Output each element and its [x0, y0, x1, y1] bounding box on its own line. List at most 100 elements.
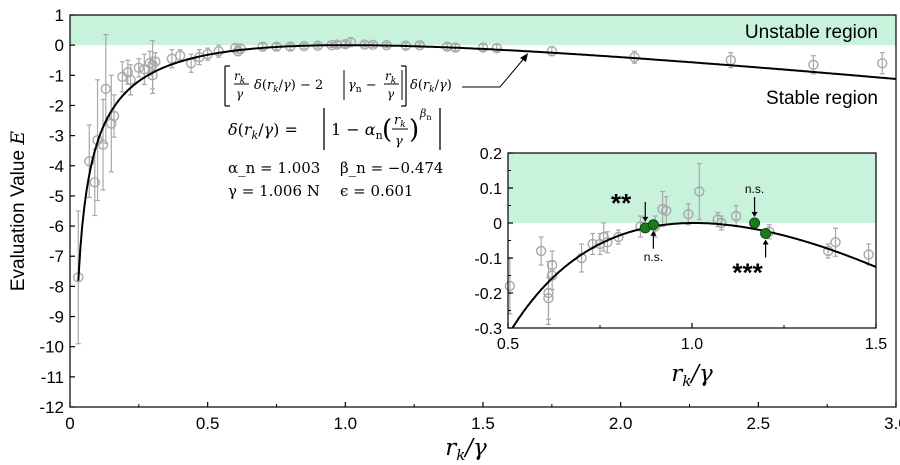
highlighted-point [760, 228, 772, 239]
x-tick-label: 1.5 [471, 414, 495, 433]
data-point [150, 56, 161, 67]
data-point [661, 205, 672, 216]
data-point [213, 45, 224, 57]
curve-equation: rk γ δ(rk/γ) − 2 γn − rk γ δ(rk/γ) [224, 65, 452, 107]
equation-block: rk γ δ(rk/γ) − 2 γn − rk γ δ(rk/γ) δ(rk/… [224, 53, 528, 200]
data-point [546, 45, 558, 57]
stable-region-label: Stable region [766, 88, 878, 109]
highlighted-point [647, 219, 659, 231]
y-tick-label: -0.3 [474, 321, 502, 338]
main-x-ticks: 0 0.5 1.0 1.5 2.0 2.5 3.0 [65, 402, 900, 433]
y-tick-label: 0 [55, 36, 64, 55]
data-point [125, 74, 136, 86]
data-point [84, 156, 95, 167]
svg-text:δ(rk/γ) − 2: δ(rk/γ) − 2 [254, 78, 323, 95]
gamma-param: γ = 1.006 N [228, 182, 320, 200]
x-tick-label: 2.0 [609, 414, 633, 433]
x-axis-label: rk/γ [445, 435, 487, 464]
y-tick-label: -12 [39, 398, 64, 417]
y-tick-label: -9 [49, 308, 64, 327]
inset-fitted-curve [511, 222, 877, 329]
y-tick-label: -5 [49, 187, 64, 206]
data-point [535, 245, 547, 257]
epsilon-param: ϵ = 0.601 [340, 182, 413, 200]
data-point [877, 58, 888, 69]
data-point [133, 62, 145, 73]
data-point [694, 186, 705, 197]
data-point [477, 42, 489, 53]
unstable-region-label: Unstable region [745, 22, 878, 43]
y-tick-label: -0.2 [474, 286, 502, 303]
delta-definition: δ(rk/γ) = 1 − αn ( rk γ ) βn [228, 107, 441, 150]
y-axis-label: Evaluation Value E [7, 131, 29, 291]
data-point [229, 42, 241, 54]
svg-text:): ) [409, 115, 419, 145]
svg-text:γ: γ [387, 87, 395, 101]
data-point [543, 293, 554, 304]
y-tick-label: 0.2 [480, 146, 502, 163]
inset-y-ticks: 0.2 0.1 0 -0.1 -0.2 -0.3 [474, 146, 513, 338]
significance-label: n.s. [745, 182, 764, 196]
svg-text:rk: rk [394, 113, 406, 130]
y-tick-label: -1 [49, 66, 64, 85]
significance-label: *** [732, 258, 763, 288]
y-tick-label: -8 [49, 277, 64, 296]
y-tick-label: -10 [39, 338, 64, 357]
fitted-curve [77, 44, 897, 281]
svg-text:rk: rk [385, 69, 396, 86]
inset-highlighted-points: ** n.s. n.s. *** [611, 182, 772, 288]
significance-label: n.s. [644, 250, 663, 264]
significance-label: ** [611, 188, 632, 218]
x-tick-label: 0.5 [497, 336, 519, 353]
y-tick-label: -2 [49, 96, 64, 115]
x-tick-label: 1.5 [865, 336, 887, 353]
y-tick-label: -3 [49, 127, 64, 146]
data-point [808, 59, 819, 70]
y-tick-label: -6 [49, 217, 64, 236]
svg-text:(: ( [382, 115, 392, 145]
data-point [491, 42, 502, 54]
svg-text:rk: rk [234, 69, 245, 86]
leader-arrowhead [520, 53, 528, 62]
svg-text:1 − αn: 1 − αn [331, 120, 383, 142]
beta-param: β_n = −0.474 [340, 159, 443, 177]
data-point [345, 36, 357, 48]
alpha-param: α_n = 1.003 [228, 159, 320, 177]
unstable-band [70, 15, 896, 46]
x-tick-label: 0 [65, 414, 74, 433]
leader-line [462, 55, 527, 88]
data-point [139, 64, 150, 75]
y-tick-label: -0.1 [474, 251, 502, 268]
significance-arrowhead [751, 212, 758, 217]
significance-arrowhead [642, 216, 649, 222]
svg-text:γ: γ [395, 134, 403, 149]
y-tick-label: -4 [49, 157, 64, 176]
data-point [100, 83, 111, 95]
inset-x-axis-label: rk/γ [671, 361, 713, 390]
svg-text:γ: γ [236, 87, 244, 101]
data-point [546, 270, 558, 281]
x-tick-label: 1.0 [681, 336, 703, 353]
x-tick-label: 2.5 [747, 414, 771, 433]
svg-text:δ(rk/γ) =: δ(rk/γ) = [228, 120, 298, 142]
x-tick-label: 1.0 [334, 414, 358, 433]
data-point [504, 280, 516, 292]
svg-text:δ(rk/γ): δ(rk/γ) [410, 78, 452, 95]
y-tick-label: 0 [493, 216, 502, 233]
data-point [414, 39, 425, 51]
y-tick-label: 1 [55, 6, 64, 25]
inset-x-ticks: 0.5 1.0 1.5 [497, 323, 887, 353]
x-tick-label: 3.0 [884, 414, 900, 433]
data-point [683, 209, 694, 220]
y-tick-label: -7 [49, 247, 64, 266]
inset-plot: ** n.s. n.s. *** 0.5 1.0 1.5 0.2 0.1 0 -0.1 -0.2 -… [474, 146, 887, 390]
y-tick-label: -11 [41, 368, 64, 387]
data-point [89, 177, 100, 188]
x-tick-label: 0.5 [196, 414, 220, 433]
svg-text:βn: βn [419, 107, 432, 122]
highlighted-point [749, 217, 761, 229]
data-point [174, 50, 186, 61]
significance-arrowhead [762, 239, 769, 245]
significance-arrowhead [650, 230, 657, 236]
